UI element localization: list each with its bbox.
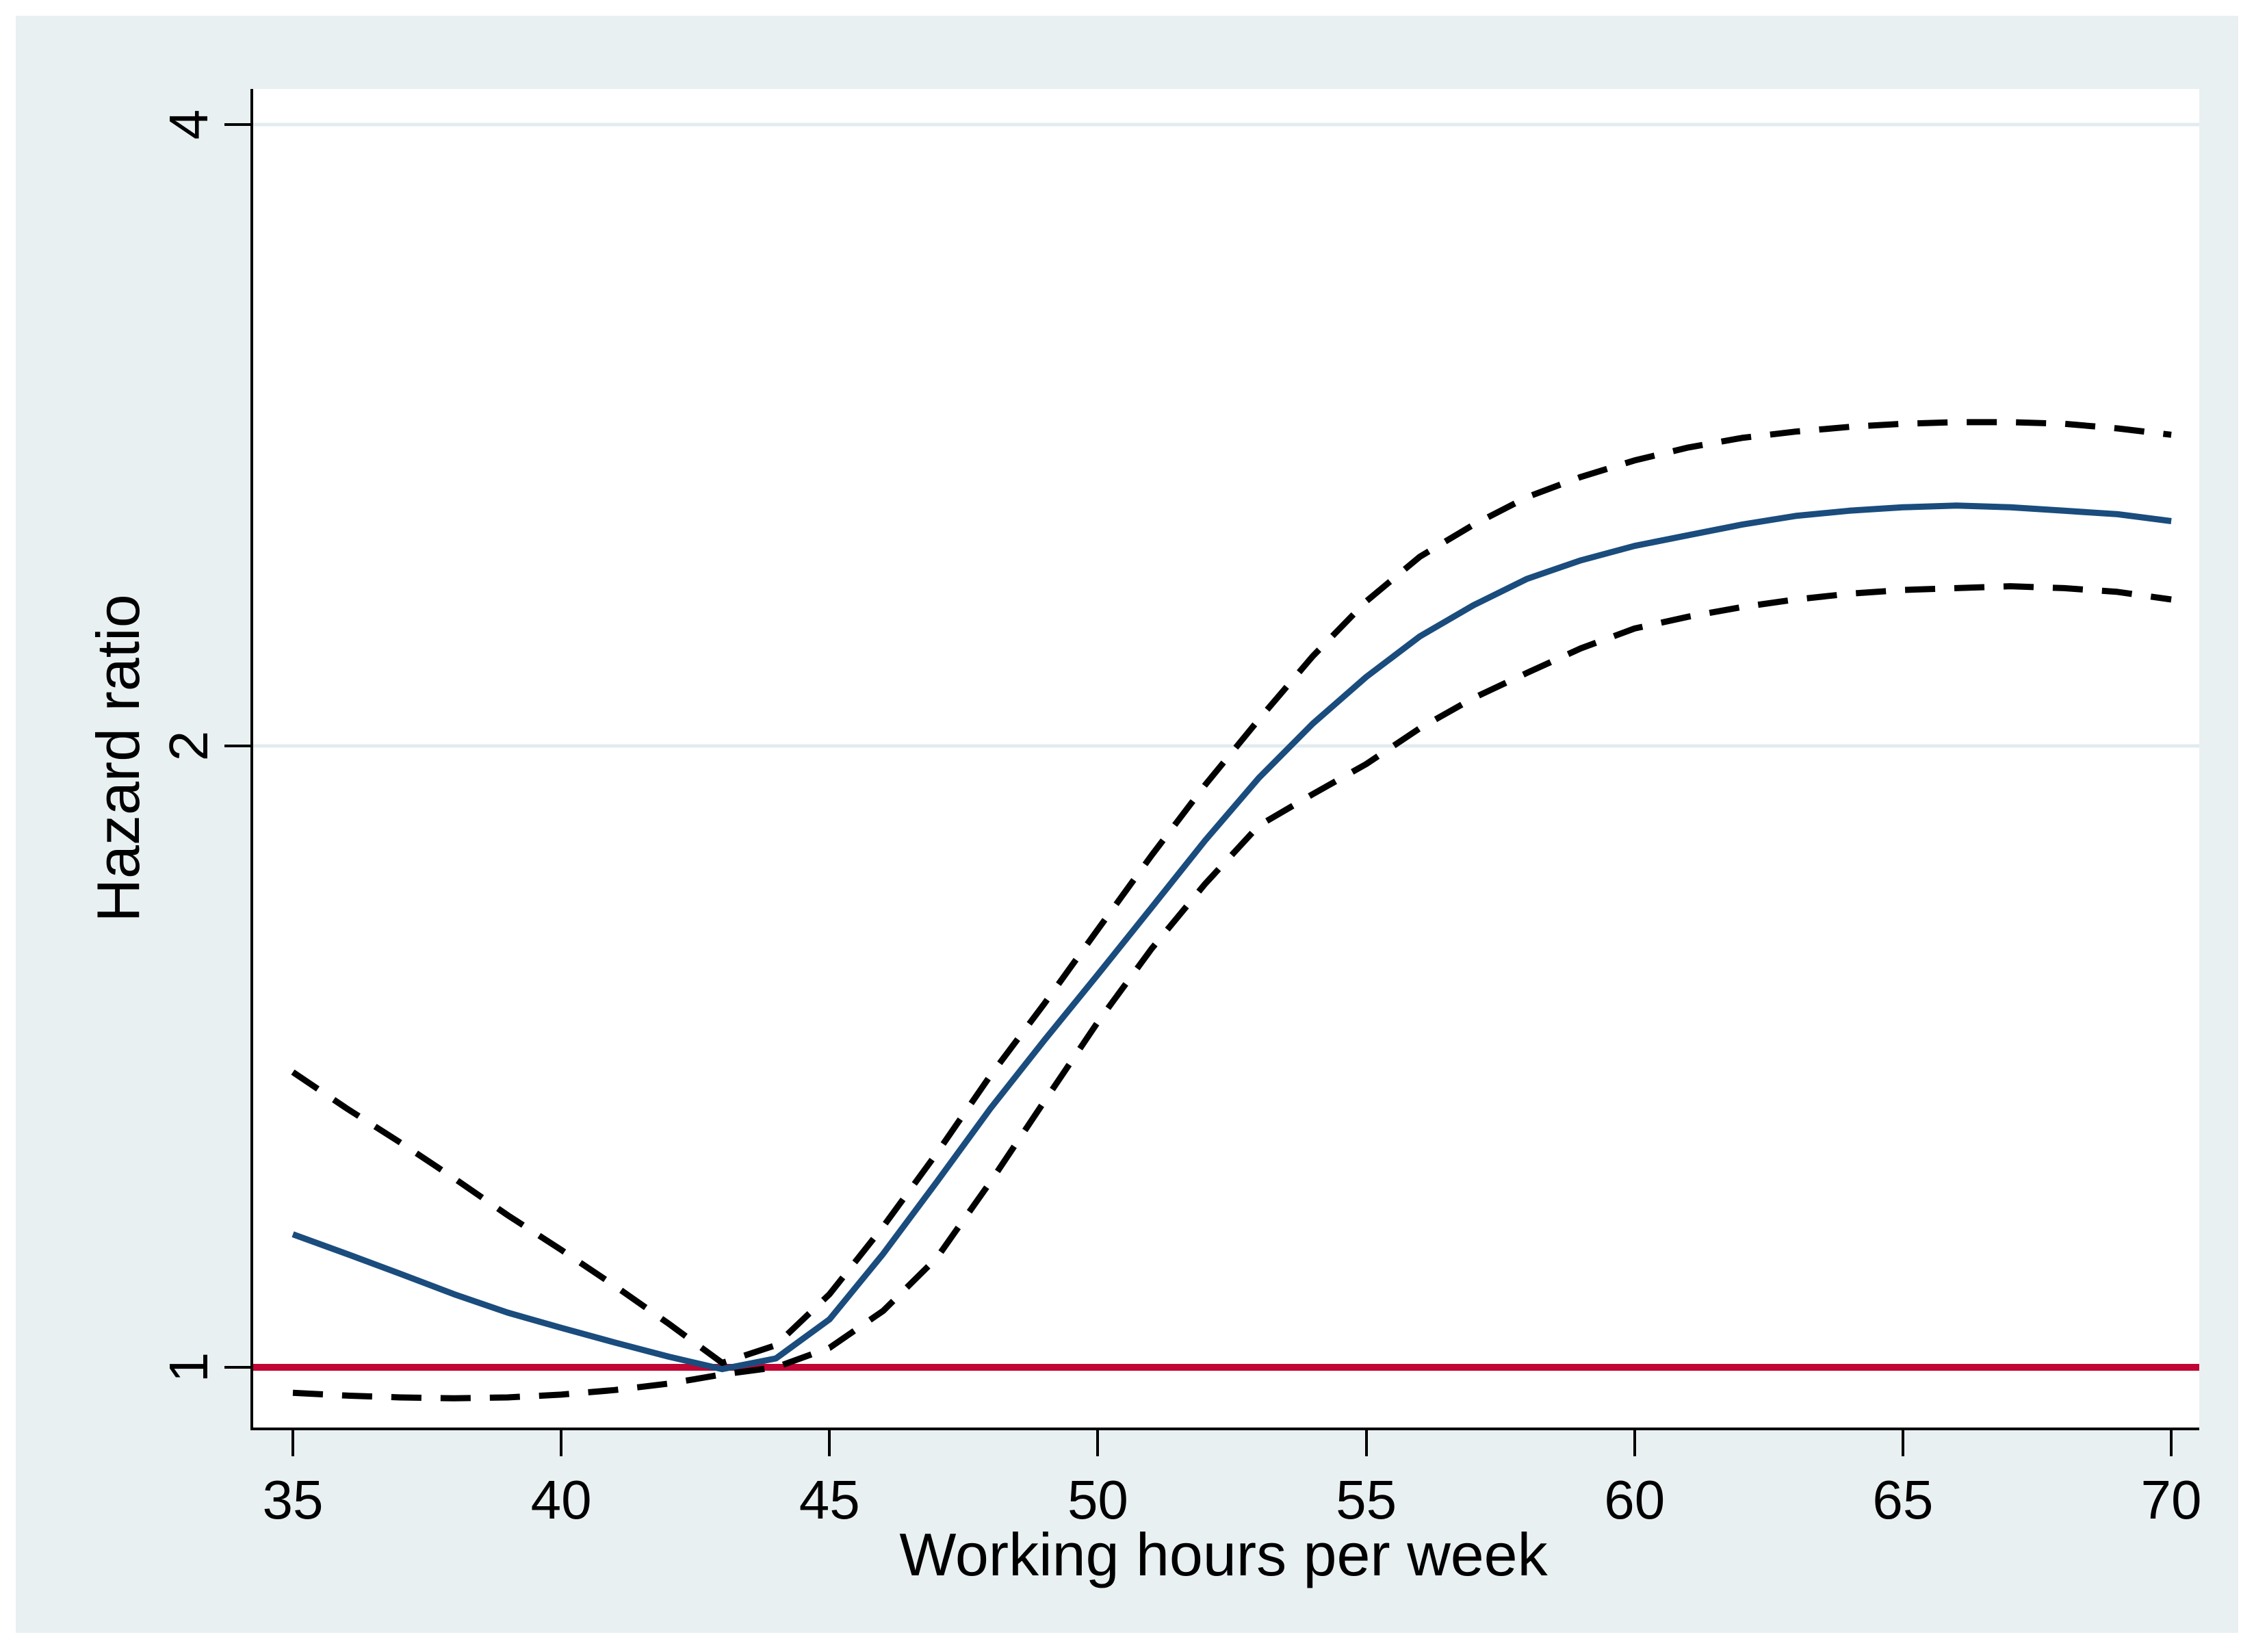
x-tick-mark-45 <box>828 1430 831 1456</box>
x-tick-mark-50 <box>1096 1430 1100 1456</box>
x-tick-mark-40 <box>560 1430 563 1456</box>
x-tick-label-55: 55 <box>1336 1469 1397 1530</box>
x-tick-label-70: 70 <box>2140 1469 2202 1530</box>
x-tick-mark-65 <box>1901 1430 1904 1456</box>
y-tick-mark-1 <box>224 1366 250 1369</box>
x-tick-label-60: 60 <box>1604 1469 1666 1530</box>
plot-canvas <box>253 122 2199 1402</box>
x-axis-title: Working hours per week <box>899 1521 1548 1588</box>
x-tick-label-50: 50 <box>1067 1469 1128 1530</box>
plot-area <box>250 89 2199 1430</box>
x-tick-mark-55 <box>1364 1430 1368 1456</box>
x-tick-label-40: 40 <box>530 1469 592 1530</box>
figure-panel: Hazard ratio Working hours per week 1 2 … <box>16 16 2238 1633</box>
ci-lower-line <box>292 583 2172 1402</box>
x-tick-mark-35 <box>292 1430 294 1456</box>
y-tick-mark-4 <box>224 123 250 126</box>
x-tick-label-35: 35 <box>262 1469 324 1530</box>
x-tick-label-65: 65 <box>1872 1469 1934 1530</box>
x-tick-mark-70 <box>2170 1430 2173 1456</box>
hazard-ratio-estimate-line <box>292 502 2172 1373</box>
y-tick-mark-2 <box>224 745 250 747</box>
x-tick-label-45: 45 <box>799 1469 860 1530</box>
x-tick-mark-60 <box>1633 1430 1636 1456</box>
ci-upper-line <box>291 419 2172 1366</box>
